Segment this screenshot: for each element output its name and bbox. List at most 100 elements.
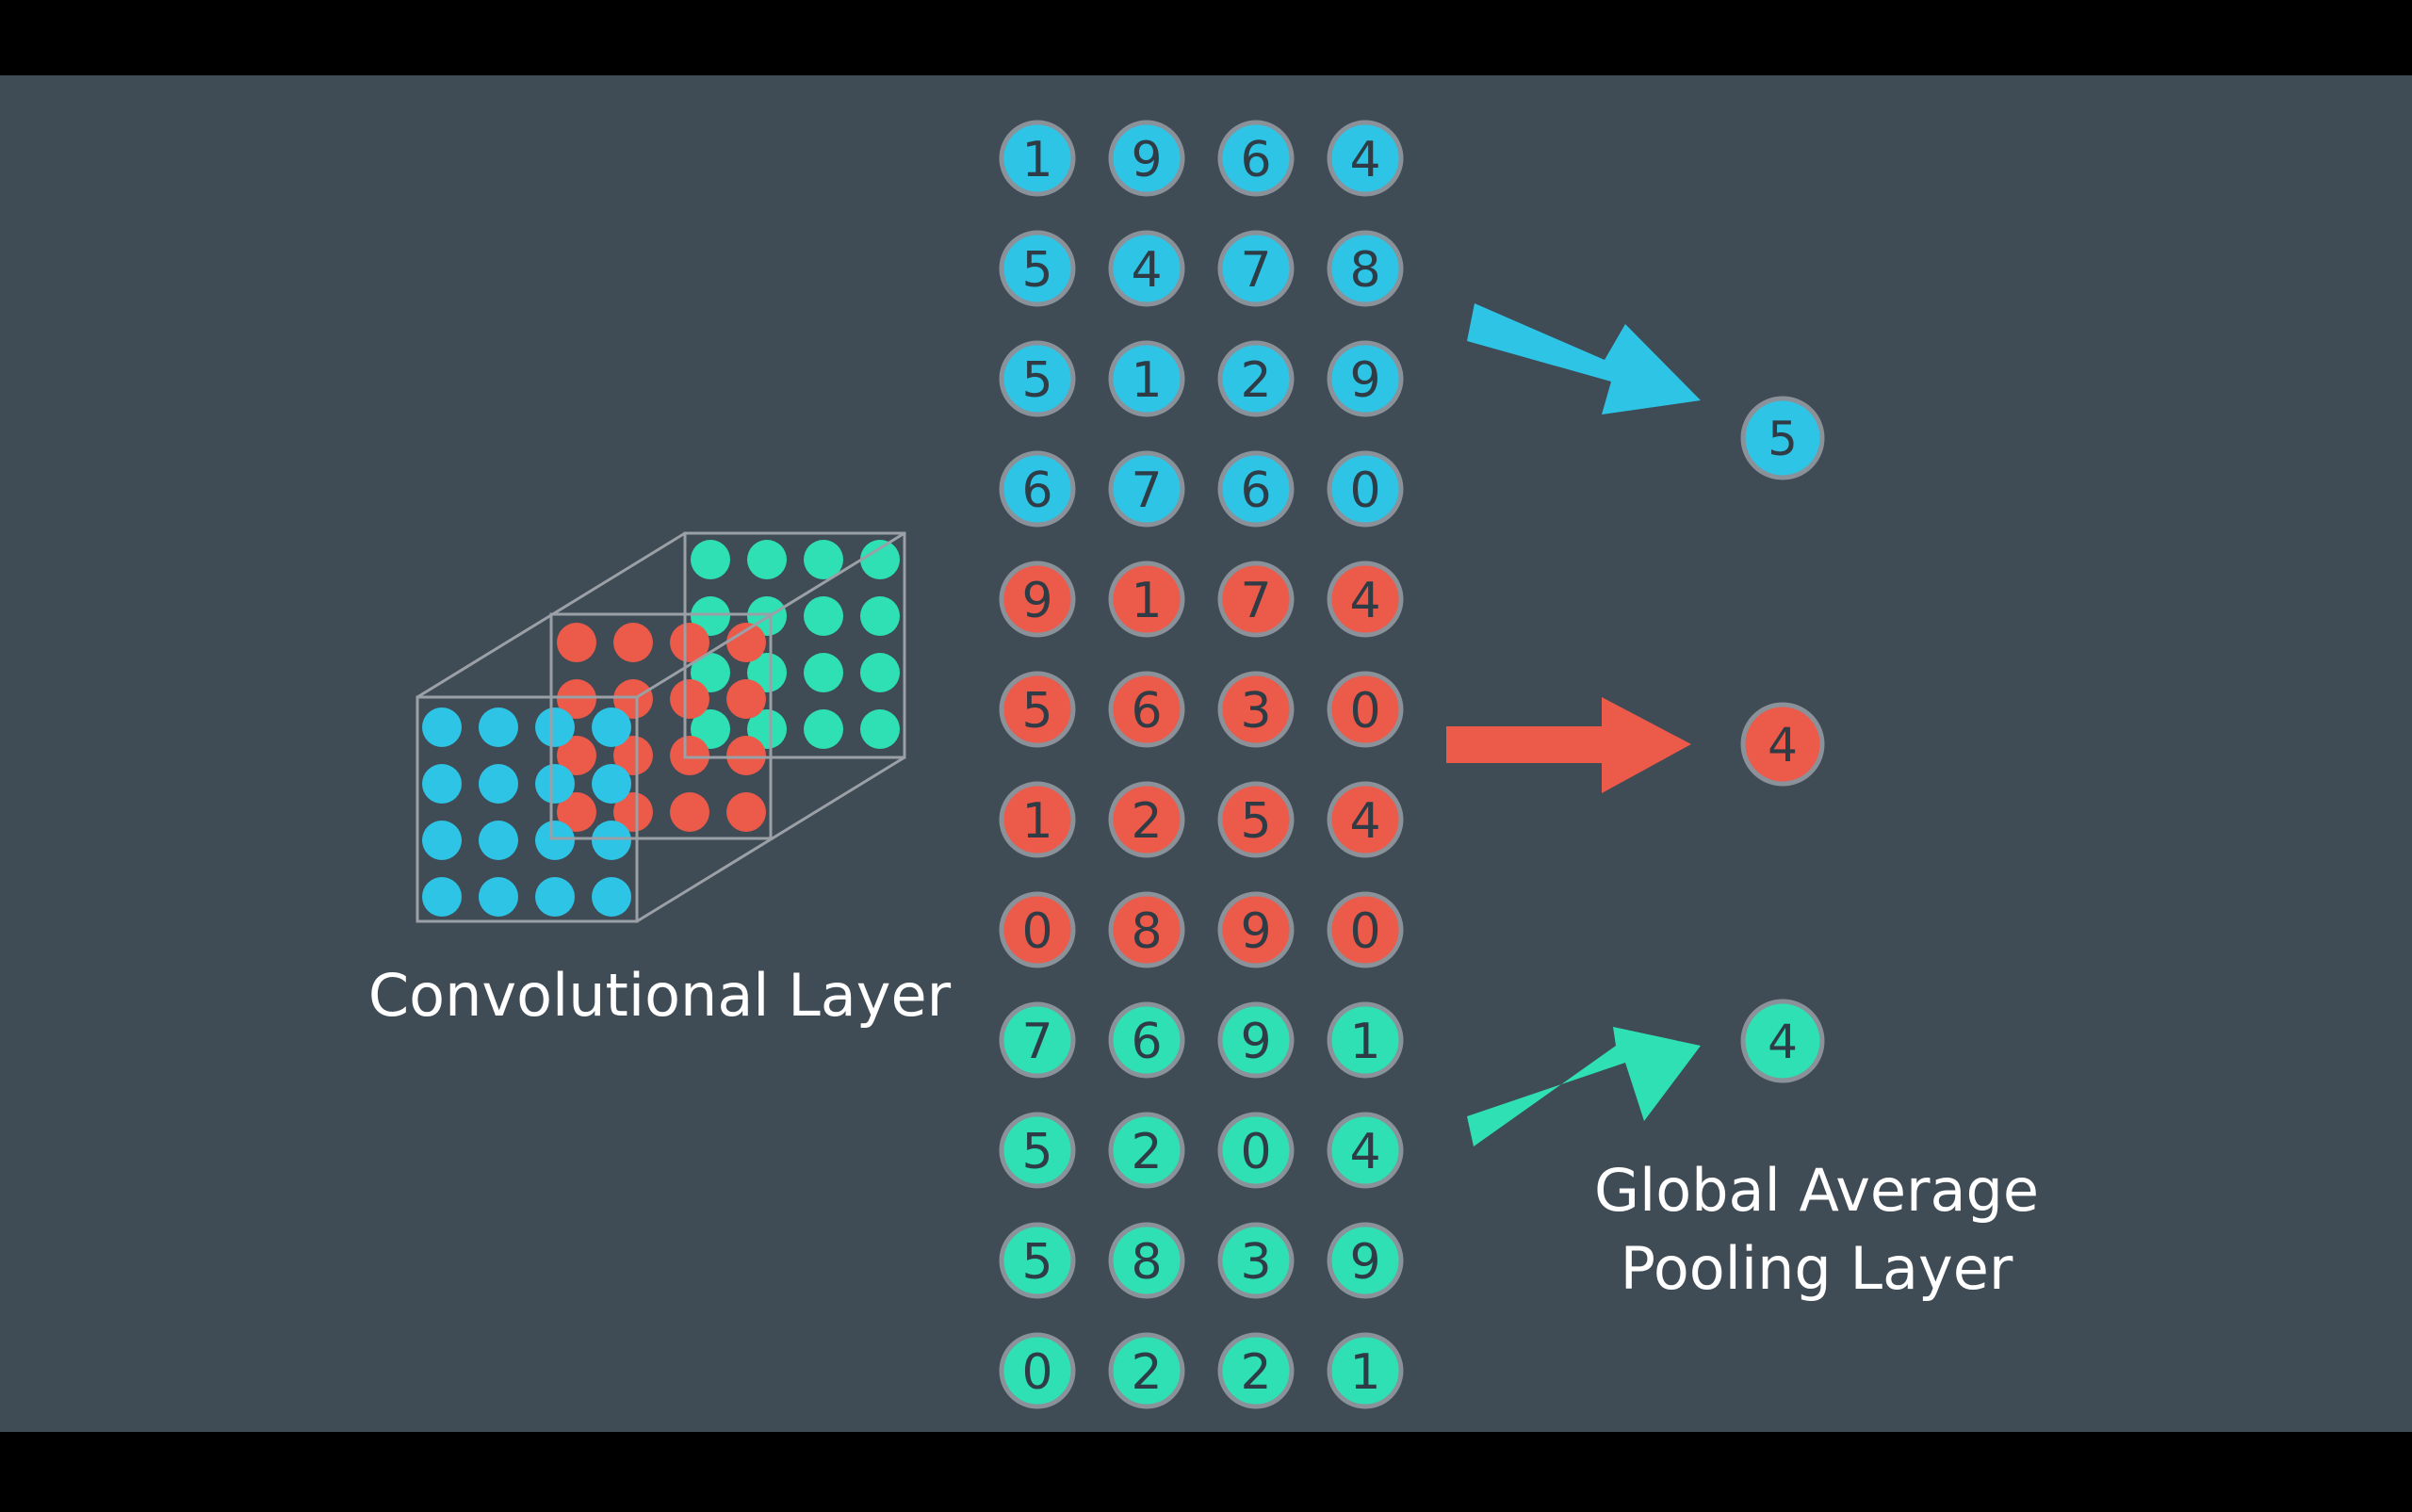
value-circle [1327, 450, 1404, 528]
value-digit: 4 [1349, 793, 1380, 850]
feature-dot [557, 679, 596, 719]
cube-edge [636, 756, 905, 923]
value-cell: 1 [999, 120, 1076, 197]
pooled-value-blue: 5 [1740, 396, 1825, 480]
feature-dot [860, 540, 900, 579]
value-circle [1108, 1222, 1185, 1299]
value-digit: 8 [1131, 903, 1162, 960]
value-digit: 2 [1240, 352, 1271, 409]
value-cell: 4 [1327, 781, 1404, 858]
value-cell: 6 [999, 450, 1076, 528]
value-digit: 6 [1131, 683, 1162, 740]
feature-dot [670, 736, 709, 775]
value-cell: 8 [1327, 230, 1404, 307]
value-digit: 4 [1131, 242, 1162, 299]
value-circle [1327, 1332, 1404, 1409]
value-digit: 0 [1021, 1344, 1052, 1401]
feature-dot [804, 596, 843, 636]
feature-map-values-grid: 1 9 6 45 4 7 85 1 2 96 7 6 09 1 7 45 6 3 01 2 5 40 8 9 07 6 9 15 2 0 4… [999, 120, 1404, 1409]
value-digit: 9 [1240, 903, 1271, 960]
blue-feature-map-dots [422, 707, 631, 917]
value-digit: 6 [1021, 463, 1052, 519]
value-cell: 1 [1108, 340, 1185, 417]
value-cell: 1 [1108, 561, 1185, 638]
value-circle [999, 1222, 1076, 1299]
value-digit: 7 [1240, 242, 1271, 299]
value-cell: 4 [1327, 561, 1404, 638]
feature-dot [535, 877, 575, 917]
value-circle [999, 1112, 1076, 1189]
value-digit: 1 [1349, 1014, 1380, 1070]
value-cell: 5 [999, 1112, 1076, 1189]
pooled-digit: 5 [1768, 412, 1798, 466]
value-circle [999, 450, 1076, 528]
value-digit: 5 [1021, 1234, 1052, 1291]
value-circle [1217, 120, 1295, 197]
value-cell: 5 [999, 1222, 1076, 1299]
value-circle [1217, 891, 1295, 968]
feature-dot [613, 736, 653, 775]
value-cell: 5 [1217, 781, 1295, 858]
feature-dot [804, 540, 843, 579]
value-circle [1108, 1332, 1185, 1409]
feature-dot [479, 764, 518, 804]
value-cell: 4 [1327, 1112, 1404, 1189]
diagram-background [0, 75, 2412, 1432]
feature-dot [726, 736, 766, 775]
value-digit: 0 [1349, 903, 1380, 960]
value-cell: 0 [1327, 450, 1404, 528]
top-letterbox [0, 0, 2412, 75]
value-circle [1217, 1332, 1295, 1409]
value-digit: 0 [1349, 463, 1380, 519]
value-circle [1217, 671, 1295, 748]
convolutional-layer-label: Convolutional Layer [368, 961, 952, 1030]
value-cell: 8 [1108, 891, 1185, 968]
value-digit: 2 [1240, 1344, 1271, 1401]
value-circle [1217, 561, 1295, 638]
value-circle [999, 340, 1076, 417]
value-circle [1217, 1001, 1295, 1079]
value-cell: 9 [999, 561, 1076, 638]
feature-dot [557, 736, 596, 775]
value-cell: 2 [1108, 781, 1185, 858]
value-digit: 1 [1021, 132, 1052, 188]
value-circle [1327, 561, 1404, 638]
value-cell: 7 [1217, 230, 1295, 307]
value-cell: 2 [1217, 1332, 1295, 1409]
value-digit: 3 [1240, 683, 1271, 740]
value-digit: 1 [1349, 1344, 1380, 1401]
value-circle [1217, 1112, 1295, 1189]
value-cell: 6 [1217, 450, 1295, 528]
value-digit: 9 [1021, 573, 1052, 629]
value-circle [1108, 561, 1185, 638]
feature-dot [860, 709, 900, 749]
value-cell: 0 [1217, 1112, 1295, 1189]
value-digit: 9 [1349, 1234, 1380, 1291]
feature-dot [804, 709, 843, 749]
value-digit: 3 [1240, 1234, 1271, 1291]
value-circle [1327, 230, 1404, 307]
value-circle [1327, 120, 1404, 197]
value-circle [1217, 781, 1295, 858]
value-cell: 0 [1327, 891, 1404, 968]
value-digit: 9 [1240, 1014, 1271, 1070]
pooled-circle [1740, 999, 1825, 1083]
blue-arrow [1467, 303, 1701, 415]
value-digit: 9 [1349, 352, 1380, 409]
value-circle [1108, 340, 1185, 417]
value-digit: 5 [1240, 793, 1271, 850]
value-circle [999, 120, 1076, 197]
convolutional-layer-cube [416, 531, 906, 923]
feature-dot [422, 764, 462, 804]
value-circle [999, 1332, 1076, 1409]
value-circle [1217, 340, 1295, 417]
pooled-value-red: 4 [1740, 702, 1825, 787]
value-digit: 6 [1131, 1014, 1162, 1070]
value-cell: 7 [999, 1001, 1076, 1079]
feature-dot [535, 707, 575, 747]
feature-dot [613, 679, 653, 719]
value-cell: 6 [1108, 1001, 1185, 1079]
feature-dot [557, 792, 596, 832]
value-digit: 5 [1021, 1124, 1052, 1180]
